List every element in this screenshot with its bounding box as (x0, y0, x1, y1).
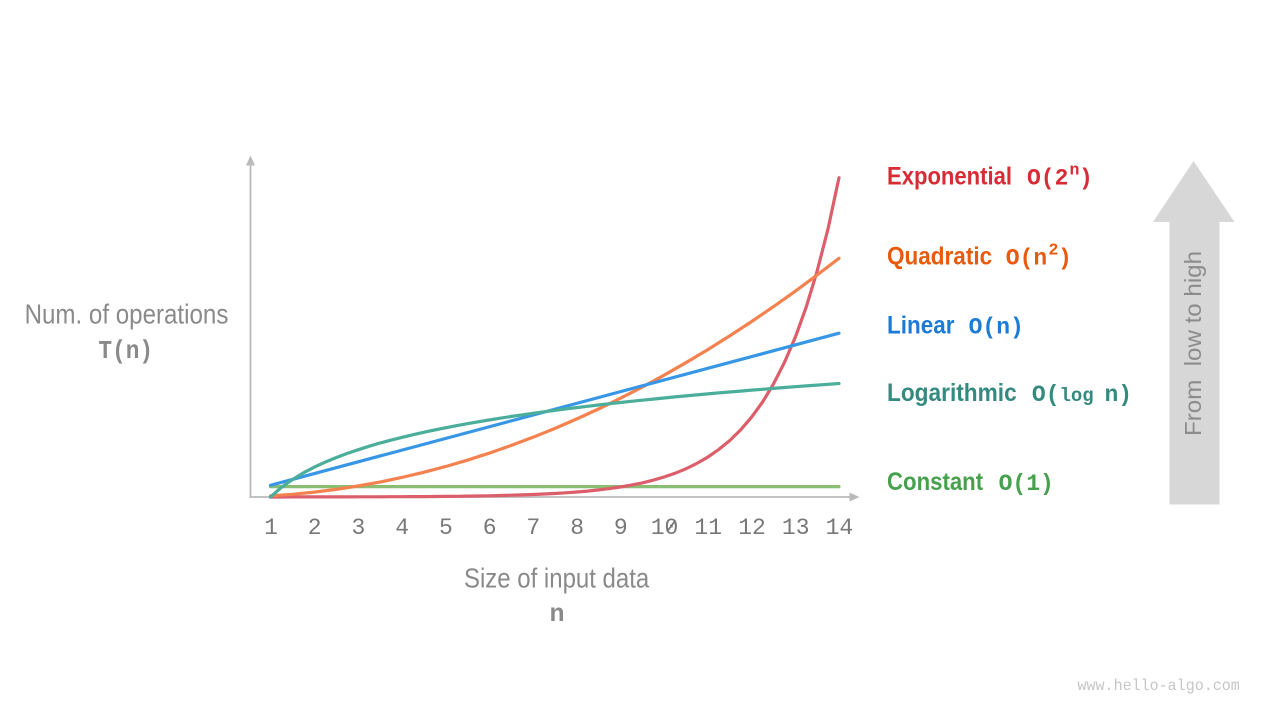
svg-text:7: 7 (526, 515, 540, 541)
svg-text:Exponential: Exponential (887, 163, 1012, 191)
svg-text:6: 6 (483, 515, 497, 541)
svg-text:Logarithmic: Logarithmic (887, 379, 1017, 407)
svg-text:12: 12 (738, 515, 766, 541)
svg-text:O(1): O(1) (999, 471, 1054, 497)
svg-text:Num. of operations: Num. of operations (25, 299, 229, 330)
svg-text:Constant: Constant (887, 468, 984, 496)
svg-text:Linear: Linear (887, 312, 955, 340)
svg-text:10: 10 (651, 515, 679, 541)
svg-text:1: 1 (264, 515, 278, 541)
svg-text:2: 2 (1049, 241, 1059, 260)
svg-text:n): n) (1105, 382, 1133, 408)
svg-text:4: 4 (395, 515, 409, 541)
svg-text:O(2: O(2 (1027, 166, 1068, 192)
svg-text:11: 11 (694, 515, 722, 541)
svg-text:Size of input data: Size of input data (464, 563, 650, 594)
svg-text:13: 13 (782, 515, 810, 541)
svg-text:log: log (1060, 385, 1094, 407)
svg-text:From low to high: From low to high (1180, 251, 1206, 436)
svg-text:14: 14 (826, 515, 854, 541)
svg-text:9: 9 (614, 515, 628, 541)
svg-text:): ) (1079, 166, 1093, 192)
svg-text:O(n: O(n (1006, 246, 1047, 272)
svg-text:T(n): T(n) (98, 336, 153, 366)
svg-text:5: 5 (439, 515, 453, 541)
svg-text:n: n (1070, 161, 1080, 180)
svg-text:Quadratic: Quadratic (887, 243, 992, 271)
svg-text:n: n (549, 600, 564, 629)
svg-text:3: 3 (351, 515, 365, 541)
svg-text:): ) (1058, 246, 1072, 272)
svg-text:O(n): O(n) (969, 315, 1024, 341)
svg-text:O(: O( (1032, 382, 1060, 408)
svg-text:2: 2 (308, 515, 322, 541)
svg-text:8: 8 (570, 515, 584, 541)
svg-text:www.hello-algo.com: www.hello-algo.com (1078, 677, 1240, 695)
